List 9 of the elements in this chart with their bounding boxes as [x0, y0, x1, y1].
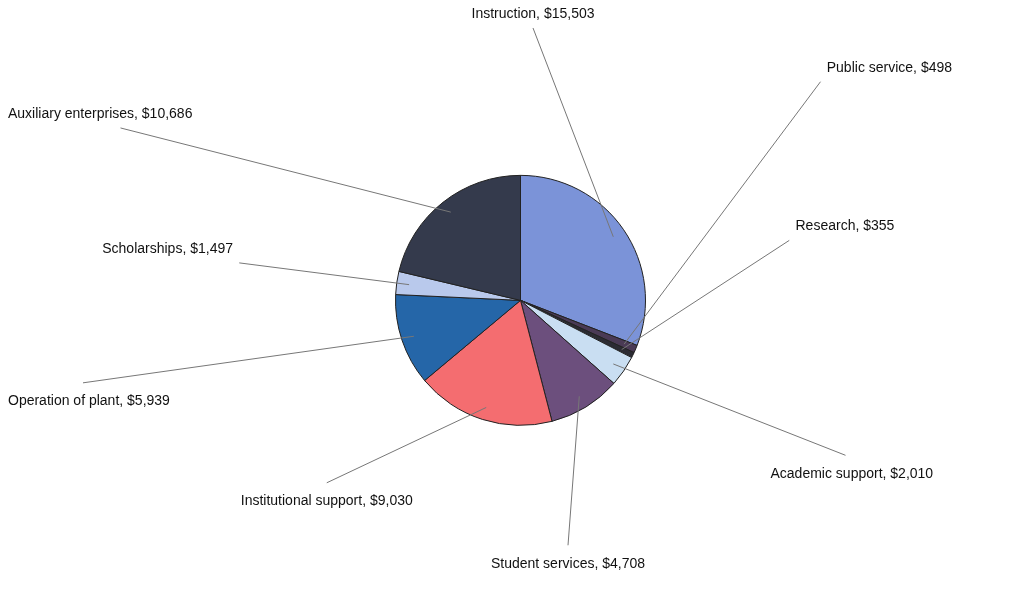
slice-label: Auxiliary enterprises, $10,686: [8, 104, 193, 121]
slice-label: Research, $355: [795, 217, 895, 234]
slice-label: Academic support, $2,010: [770, 464, 934, 481]
slice-label: Public service, $498: [826, 58, 953, 75]
slice-label: Institutional support, $9,030: [240, 492, 413, 509]
slice-label: Operation of plant, $5,939: [8, 392, 171, 409]
slice-label: Student services, $4,708: [490, 554, 646, 571]
slice-label: Instruction, $15,503: [471, 4, 595, 21]
slice-label: Scholarships, $1,497: [102, 239, 234, 256]
